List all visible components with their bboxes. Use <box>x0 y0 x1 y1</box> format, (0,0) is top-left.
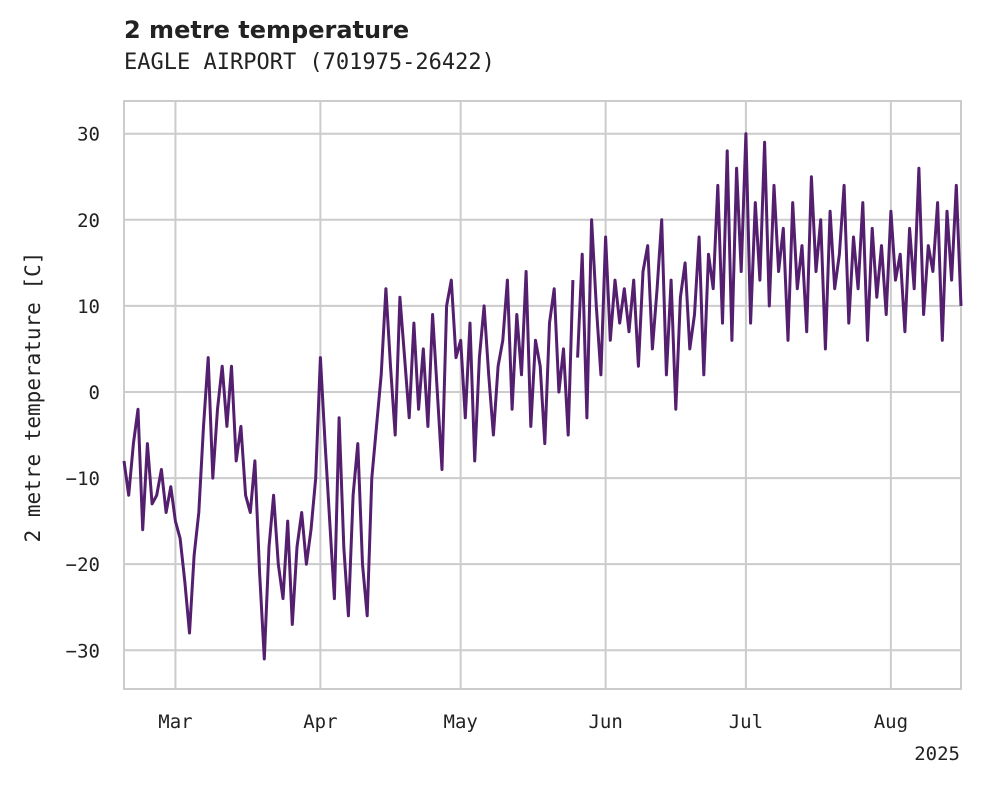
plot-frame <box>123 100 962 690</box>
x-tick-label: Jul <box>729 711 763 733</box>
y-tick-label: 10 <box>77 296 100 318</box>
y-tick-label: 20 <box>77 210 100 232</box>
y-tick-label: −20 <box>66 554 100 576</box>
series-layer <box>122 132 963 661</box>
series-line <box>122 132 963 661</box>
y-tick-label: −10 <box>66 468 100 490</box>
x-tick-label: Jun <box>588 711 622 733</box>
y-tick-label: −30 <box>66 640 100 662</box>
chart-title: 2 metre temperature <box>124 16 410 44</box>
grid-lines <box>124 101 961 689</box>
y-tick-labels: 30 20 10 0 −10 −20 −30 <box>66 124 100 663</box>
x-tick-label: Aug <box>874 711 908 733</box>
x-tick-labels: Mar Apr May Jun Jul Aug <box>158 711 908 733</box>
chart-subtitle: EAGLE AIRPORT (701975-26422) <box>124 50 495 75</box>
y-tick-label: 0 <box>89 382 100 404</box>
y-tick-label: 30 <box>77 124 100 146</box>
y-axis-label: 2 metre temperature [C] <box>21 252 45 543</box>
x-tick-label: Apr <box>303 711 337 733</box>
x-tick-label: Mar <box>158 711 192 733</box>
x-tick-label: May <box>444 711 478 733</box>
x-offset-label: 2025 <box>914 743 960 765</box>
